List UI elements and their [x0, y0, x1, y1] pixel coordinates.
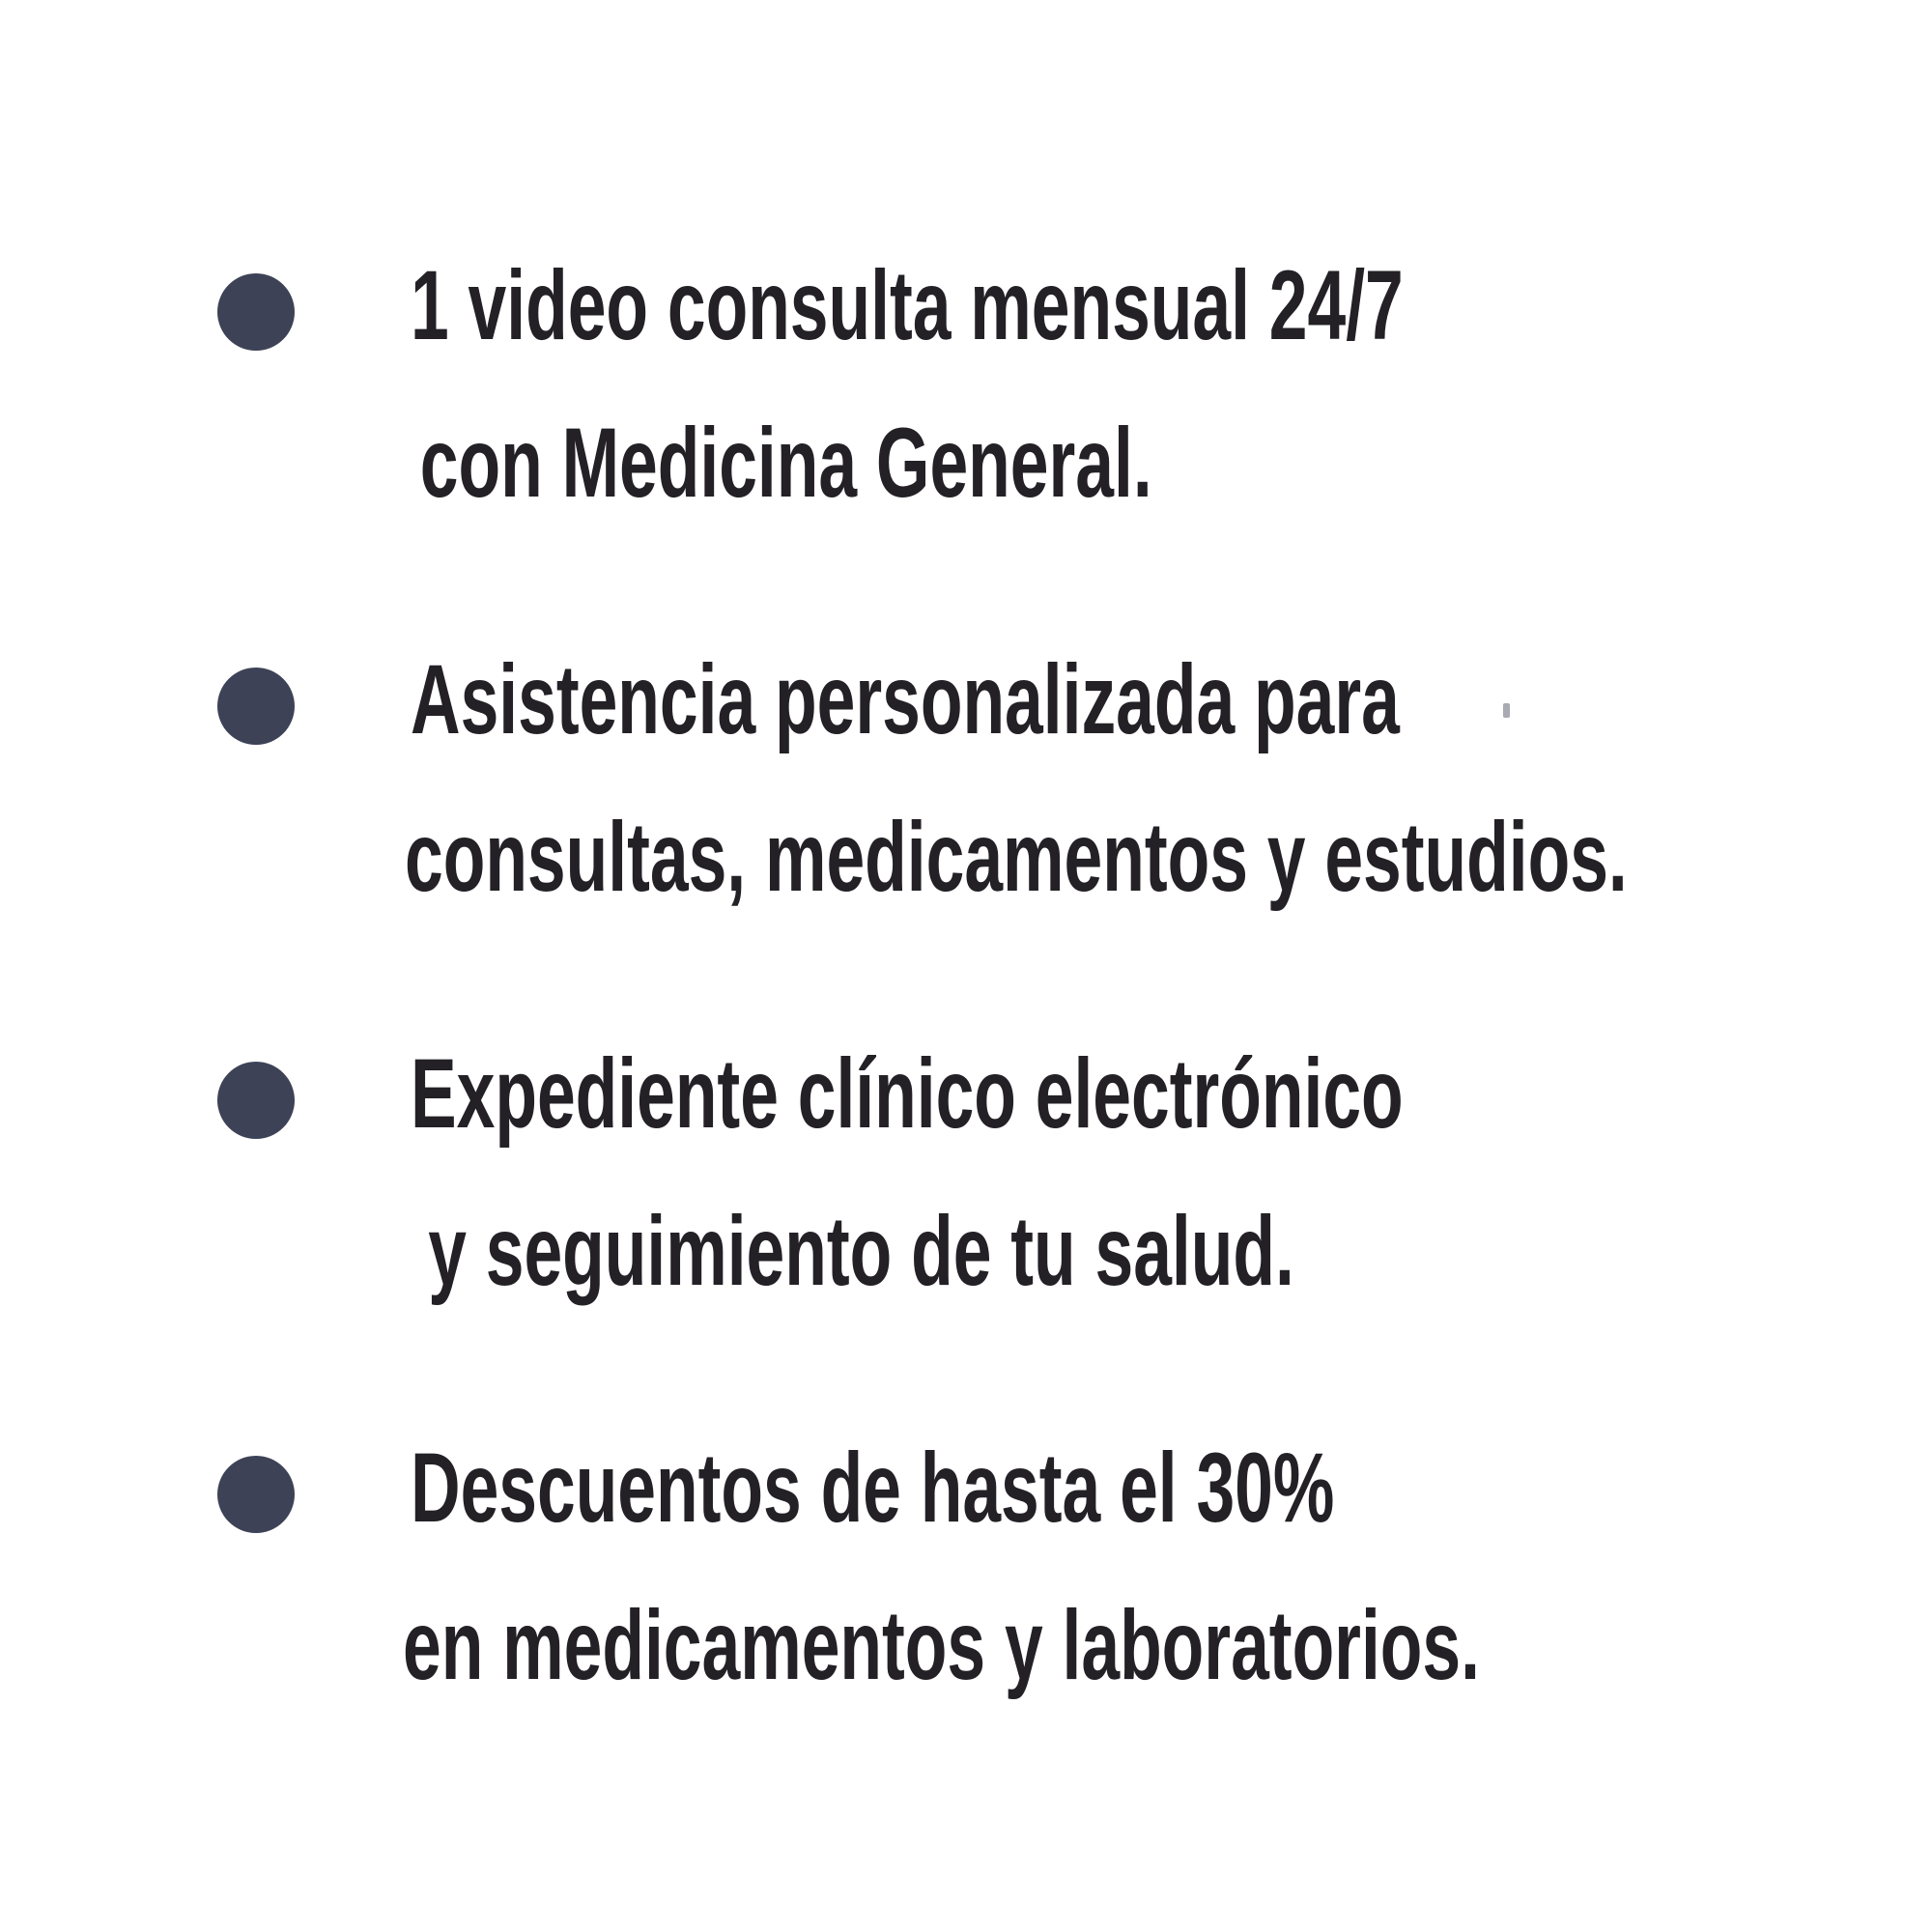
stray-mark: [1503, 703, 1510, 718]
benefit-line: Descuentos de hasta el 30%: [411, 1433, 1335, 1543]
benefit-item-expediente: Expediente clínico electrónico y seguimi…: [217, 1015, 1932, 1330]
bullet-circle-icon: [217, 1456, 295, 1533]
benefit-line: en medicamentos y laboratorios.: [403, 1590, 1480, 1700]
benefit-item-video-consulta: 1 video consulta mensual 24/7 con Medici…: [217, 227, 1932, 542]
benefit-item-descuentos: Descuentos de hasta el 30% en medicament…: [217, 1409, 1932, 1724]
benefit-text: Descuentos de hasta el 30% en medicament…: [403, 1409, 1932, 1724]
benefit-text: Asistencia personalizada para consultas,…: [405, 621, 1932, 936]
benefits-list: 1 video consulta mensual 24/7 con Medici…: [217, 227, 1932, 1804]
bullet-circle-icon: [217, 668, 295, 745]
benefit-line: y seguimiento de tu salud.: [428, 1196, 1294, 1306]
bullet-circle-icon: [217, 1062, 295, 1139]
benefit-text: 1 video consulta mensual 24/7 con Medici…: [411, 227, 1829, 542]
benefit-text: Expediente clínico electrónico y seguimi…: [411, 1015, 1829, 1330]
benefit-line: Asistencia personalizada para: [411, 644, 1400, 754]
benefit-line: consultas, medicamentos y estudios.: [405, 802, 1628, 912]
benefit-line: 1 video consulta mensual 24/7: [411, 250, 1404, 360]
benefit-item-asistencia: Asistencia personalizada para consultas,…: [217, 621, 1932, 936]
bullet-circle-icon: [217, 273, 295, 351]
benefit-line: Expediente clínico electrónico: [411, 1038, 1404, 1149]
benefit-line: con Medicina General.: [419, 408, 1152, 518]
